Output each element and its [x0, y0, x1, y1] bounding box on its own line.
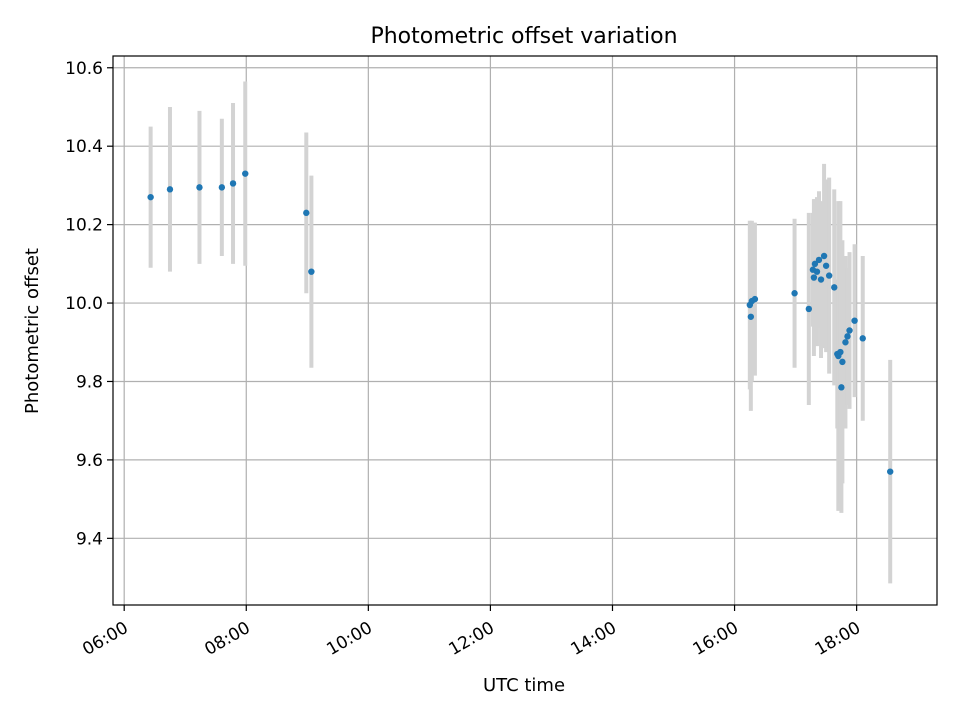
data-point — [811, 260, 819, 268]
data-points — [147, 170, 894, 475]
x-tick-label: 18:00 — [812, 618, 864, 660]
y-tick-label: 10.0 — [65, 294, 103, 314]
x-tick-label: 06:00 — [79, 618, 131, 660]
x-tick-label: 08:00 — [201, 618, 253, 660]
x-tick-label: 16:00 — [690, 618, 742, 660]
data-point — [825, 272, 833, 279]
data-point — [859, 335, 866, 342]
x-tick-label: 10:00 — [323, 618, 375, 660]
y-tick-label: 10.6 — [65, 59, 103, 79]
y-axis-ticks: 9.4 9.6 9.8 10.0 10.2 10.4 10.6 — [65, 59, 113, 549]
x-axis-ticks: 06:00 08:00 10:00 12:00 14:00 16:00 18:00 — [79, 605, 864, 660]
x-axis-label: UTC time — [483, 675, 565, 696]
data-point — [846, 327, 853, 334]
data-point — [308, 268, 315, 275]
data-point — [839, 358, 846, 366]
data-point — [242, 170, 249, 177]
data-point — [747, 313, 755, 320]
data-point — [831, 284, 838, 291]
data-point — [837, 348, 844, 356]
data-point — [751, 295, 759, 303]
y-tick-label: 10.2 — [65, 216, 103, 236]
grid-lines — [113, 56, 937, 605]
data-point — [218, 184, 226, 191]
y-tick-label: 9.8 — [76, 372, 103, 392]
data-point — [815, 256, 823, 264]
plot-frame — [112, 55, 938, 606]
data-point — [147, 193, 154, 201]
error-bars — [148, 81, 893, 584]
y-tick-label: 9.6 — [76, 451, 103, 471]
x-tick-label: 12:00 — [445, 618, 497, 660]
y-tick-label: 9.4 — [76, 529, 103, 549]
y-axis-label: Photometric offset — [22, 248, 43, 414]
data-point — [303, 209, 310, 217]
data-point — [813, 268, 821, 275]
data-point — [166, 186, 174, 193]
x-tick-label: 14:00 — [568, 618, 620, 660]
data-point — [838, 384, 845, 391]
data-point — [844, 333, 851, 340]
data-point — [229, 180, 237, 187]
data-point — [842, 339, 849, 346]
y-tick-label: 10.4 — [65, 137, 103, 157]
data-point — [887, 468, 894, 475]
data-point — [820, 252, 828, 260]
data-point — [805, 305, 813, 313]
data-point — [196, 184, 203, 191]
data-point — [851, 317, 858, 324]
chart-title: Photometric offset variation — [370, 24, 677, 49]
data-point — [817, 276, 825, 283]
data-point — [822, 262, 830, 269]
data-point — [810, 274, 818, 281]
data-point — [791, 290, 798, 297]
